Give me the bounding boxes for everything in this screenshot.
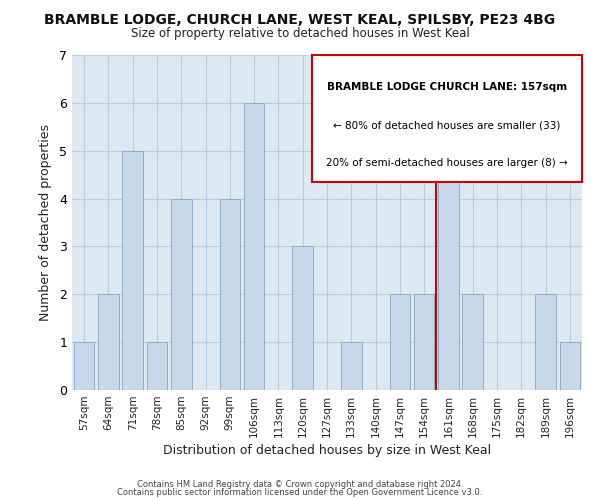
Bar bbox=[98, 294, 119, 390]
Bar bbox=[171, 198, 191, 390]
Bar bbox=[414, 294, 434, 390]
Bar bbox=[122, 150, 143, 390]
Y-axis label: Number of detached properties: Number of detached properties bbox=[39, 124, 52, 321]
Text: Contains HM Land Registry data © Crown copyright and database right 2024.: Contains HM Land Registry data © Crown c… bbox=[137, 480, 463, 489]
Bar bbox=[560, 342, 580, 390]
Bar bbox=[535, 294, 556, 390]
Bar bbox=[438, 150, 459, 390]
Text: Contains public sector information licensed under the Open Government Licence v3: Contains public sector information licen… bbox=[118, 488, 482, 497]
Bar bbox=[146, 342, 167, 390]
Text: 20% of semi-detached houses are larger (8) →: 20% of semi-detached houses are larger (… bbox=[326, 158, 568, 168]
Bar bbox=[244, 103, 265, 390]
Text: BRAMBLE LODGE CHURCH LANE: 157sqm: BRAMBLE LODGE CHURCH LANE: 157sqm bbox=[327, 82, 567, 92]
Text: Size of property relative to detached houses in West Keal: Size of property relative to detached ho… bbox=[131, 28, 469, 40]
FancyBboxPatch shape bbox=[312, 55, 582, 182]
X-axis label: Distribution of detached houses by size in West Keal: Distribution of detached houses by size … bbox=[163, 444, 491, 457]
Bar bbox=[292, 246, 313, 390]
Bar bbox=[220, 198, 240, 390]
Text: ← 80% of detached houses are smaller (33): ← 80% of detached houses are smaller (33… bbox=[333, 120, 560, 130]
Text: BRAMBLE LODGE, CHURCH LANE, WEST KEAL, SPILSBY, PE23 4BG: BRAMBLE LODGE, CHURCH LANE, WEST KEAL, S… bbox=[44, 12, 556, 26]
Bar bbox=[389, 294, 410, 390]
Bar bbox=[74, 342, 94, 390]
Bar bbox=[463, 294, 483, 390]
Bar bbox=[341, 342, 362, 390]
